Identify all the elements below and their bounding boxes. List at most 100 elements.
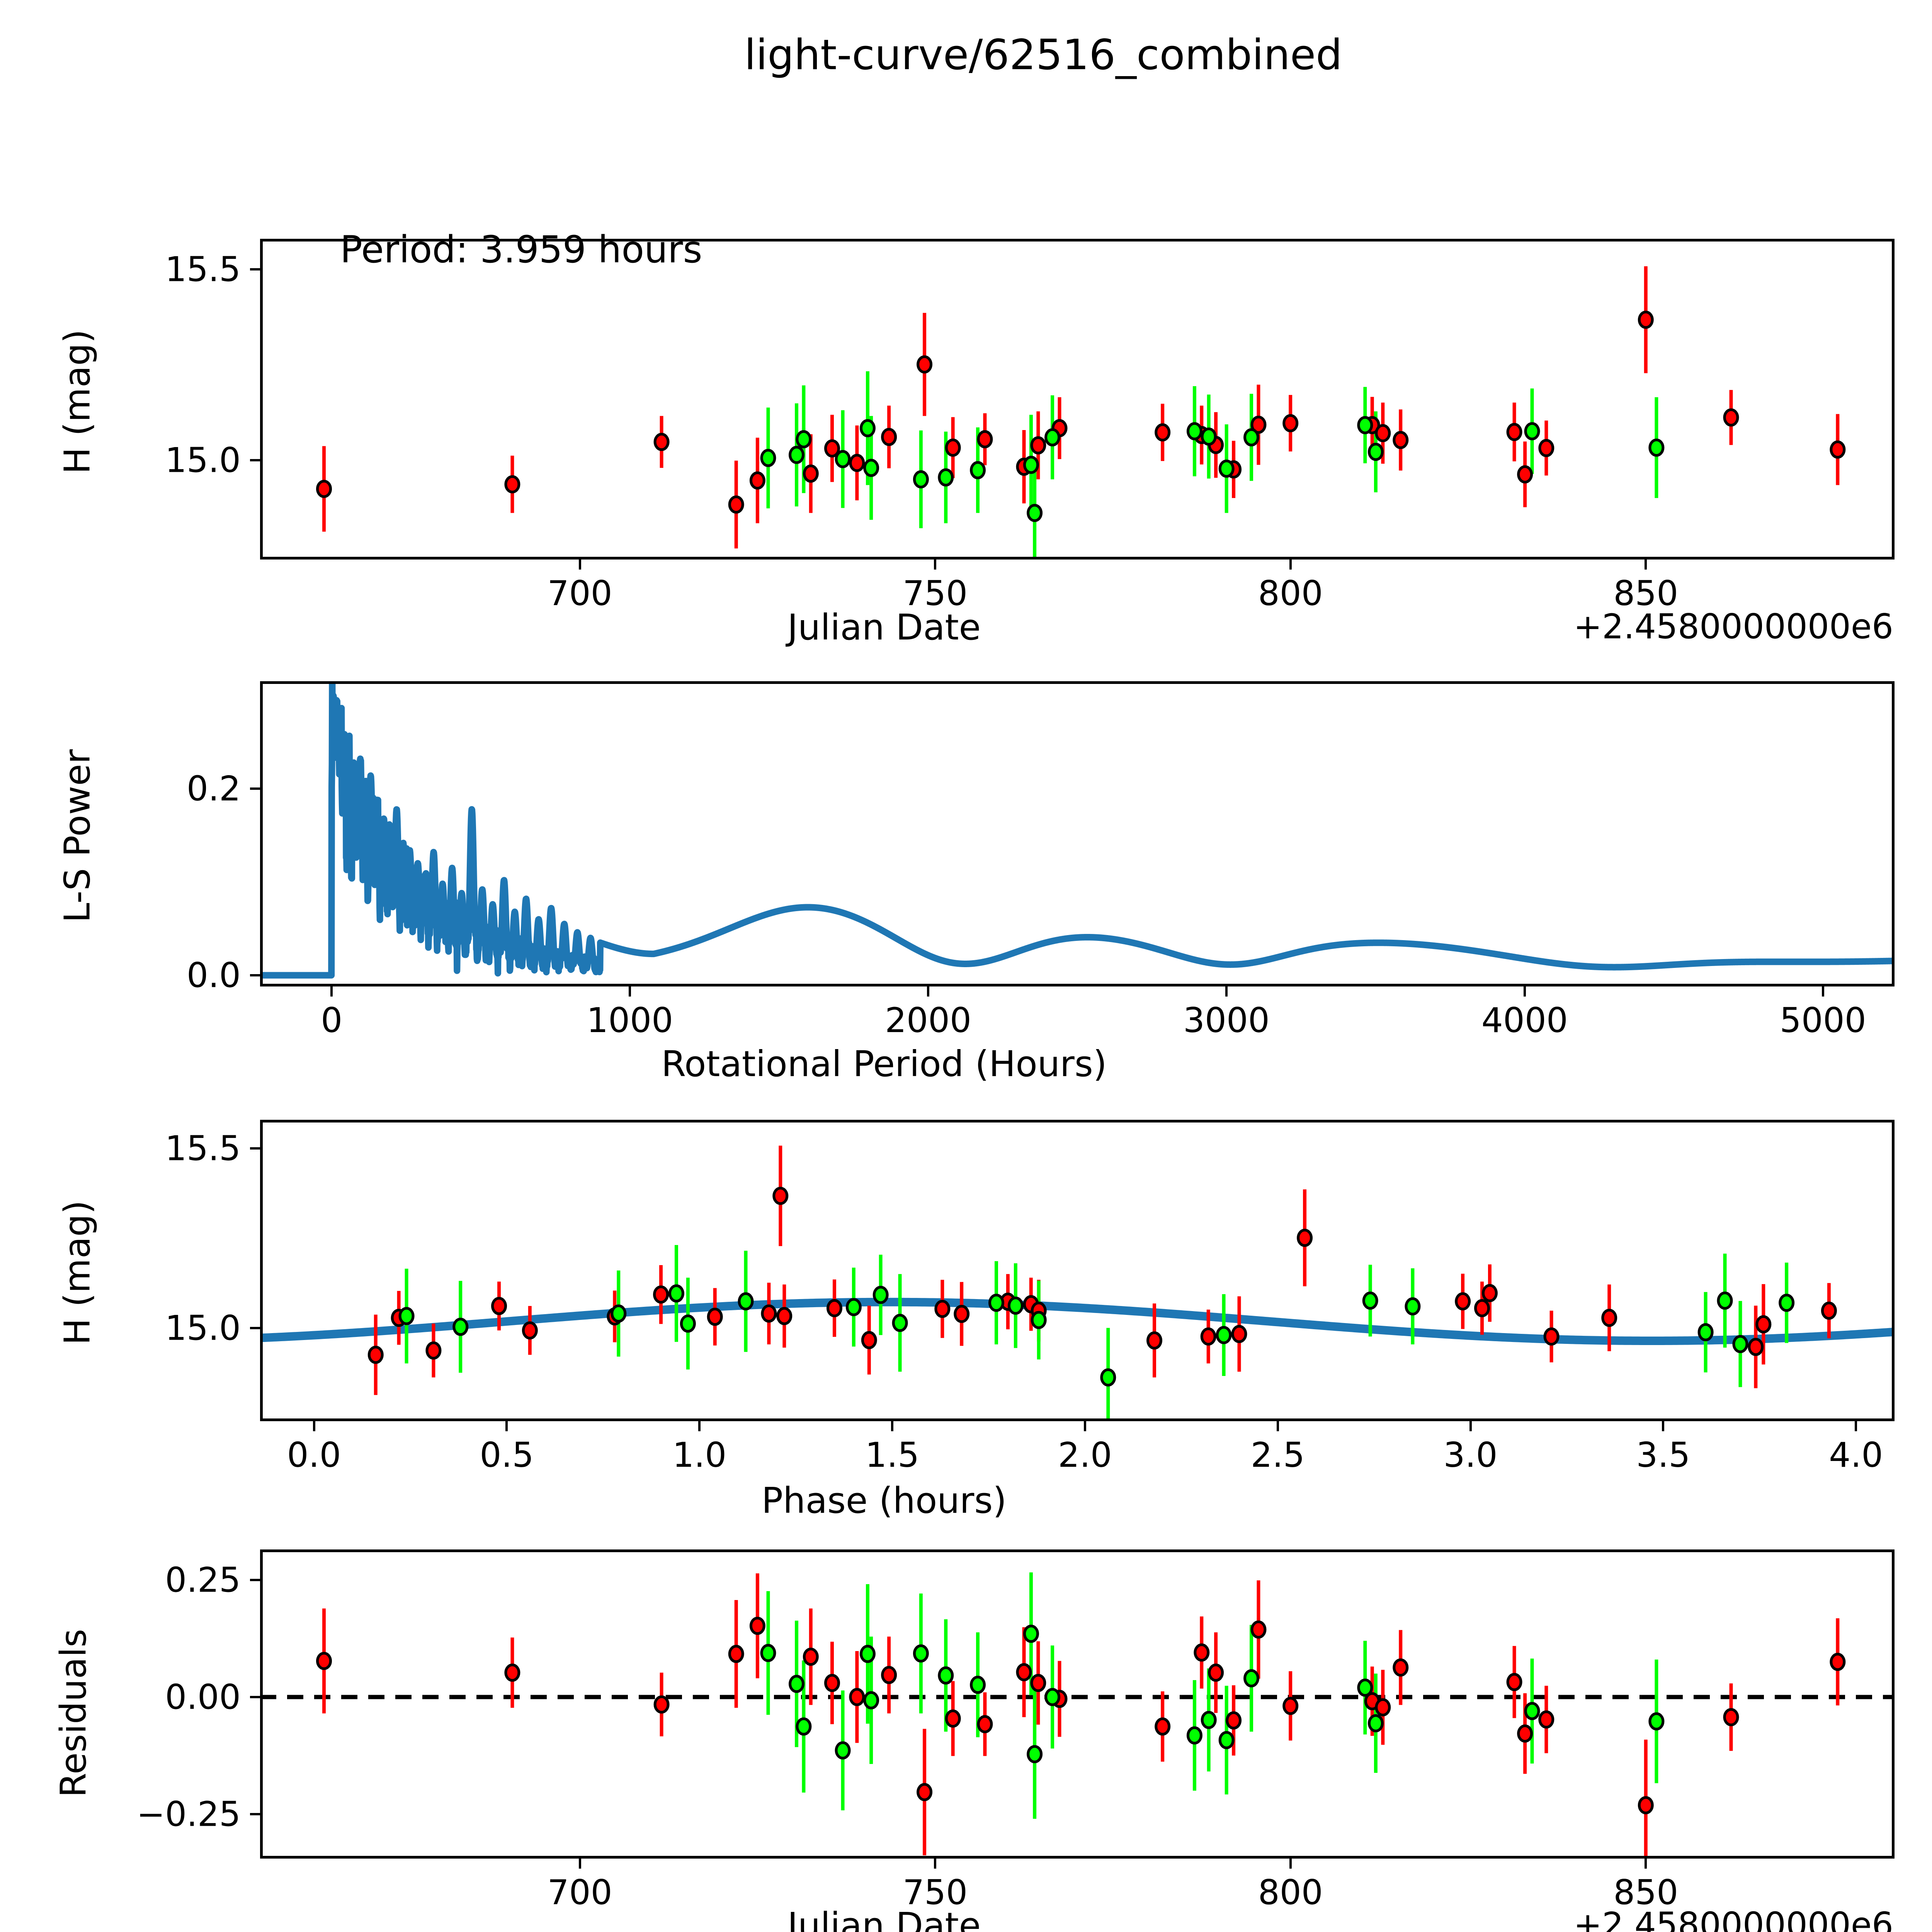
data-point-marker bbox=[881, 428, 897, 446]
y-tick-label: −0.25 bbox=[136, 1794, 241, 1834]
figure-title: light-curve/62516_combined bbox=[744, 31, 1342, 79]
data-point-marker bbox=[1023, 1624, 1039, 1643]
data-point-marker bbox=[1218, 1731, 1235, 1749]
x-tick-label: 850 bbox=[1613, 1872, 1679, 1912]
x-tick-mark bbox=[1276, 1421, 1279, 1431]
data-point-marker bbox=[1648, 1712, 1665, 1731]
data-point-marker bbox=[1044, 1688, 1061, 1706]
data-point-marker bbox=[1357, 416, 1373, 434]
data-point-marker bbox=[1243, 428, 1260, 447]
panel3-offset-label: +2.4580000000e6 bbox=[1573, 1905, 1893, 1932]
periodogram-curve bbox=[260, 681, 1895, 979]
data-point-marker bbox=[1723, 1708, 1739, 1726]
x-tick-label: 0 bbox=[321, 1000, 343, 1040]
y-tick-mark bbox=[250, 1696, 260, 1698]
panel0-ylabel: H (mag) bbox=[56, 329, 98, 474]
y-tick-mark bbox=[250, 1147, 260, 1150]
data-point-marker bbox=[1732, 1335, 1748, 1353]
data-point-marker bbox=[1186, 1726, 1202, 1745]
x-tick-label: 850 bbox=[1613, 573, 1679, 613]
panel2-xlabel: Phase (hours) bbox=[761, 1480, 1007, 1521]
data-point-marker bbox=[1455, 1292, 1471, 1311]
data-point-marker bbox=[680, 1314, 696, 1333]
period-annotation: Period: 3.959 hours bbox=[340, 228, 702, 271]
y-tick-mark bbox=[250, 1327, 260, 1329]
data-point-marker bbox=[913, 1644, 929, 1663]
data-point-marker bbox=[1201, 427, 1217, 446]
data-point-marker bbox=[772, 1187, 789, 1205]
data-point-marker bbox=[970, 1675, 986, 1694]
data-point-marker bbox=[1216, 1326, 1232, 1344]
data-point-marker bbox=[1023, 456, 1039, 474]
data-point-marker bbox=[1027, 503, 1043, 522]
x-tick-label: 700 bbox=[547, 1872, 612, 1912]
x-tick-mark bbox=[1855, 1421, 1857, 1431]
data-point-marker bbox=[1367, 442, 1384, 461]
x-tick-mark bbox=[927, 986, 930, 997]
data-point-marker bbox=[761, 1304, 777, 1323]
data-point-marker bbox=[977, 430, 993, 449]
data-point-marker bbox=[1648, 438, 1665, 457]
data-point-marker bbox=[1506, 1673, 1522, 1691]
x-tick-label: 0.5 bbox=[480, 1435, 534, 1475]
data-point-marker bbox=[522, 1321, 538, 1340]
x-tick-mark bbox=[1289, 1859, 1292, 1869]
x-tick-mark bbox=[629, 986, 631, 997]
data-point-marker bbox=[668, 1284, 684, 1303]
data-point-marker bbox=[425, 1341, 442, 1360]
data-point-marker bbox=[653, 433, 670, 451]
x-tick-label: 2.5 bbox=[1250, 1435, 1305, 1475]
data-point-marker bbox=[1250, 1620, 1267, 1639]
data-point-marker bbox=[1779, 1294, 1795, 1312]
data-point-marker bbox=[835, 1741, 851, 1760]
data-point-marker bbox=[824, 439, 840, 457]
y-tick-label: 0.0 bbox=[187, 955, 241, 995]
x-tick-label: 3000 bbox=[1183, 1000, 1270, 1040]
y-tick-mark bbox=[250, 268, 260, 271]
data-point-marker bbox=[749, 1617, 765, 1635]
data-point-marker bbox=[1601, 1309, 1617, 1327]
data-point-marker bbox=[1538, 1710, 1554, 1729]
data-point-marker bbox=[1200, 1327, 1216, 1346]
data-point-marker bbox=[707, 1308, 723, 1326]
data-point-marker bbox=[749, 471, 765, 490]
data-point-marker bbox=[796, 1717, 812, 1736]
data-point-marker bbox=[1194, 1643, 1210, 1662]
x-tick-mark bbox=[891, 1421, 894, 1431]
data-point-marker bbox=[835, 450, 851, 468]
data-point-marker bbox=[398, 1307, 415, 1325]
x-tick-label: 750 bbox=[903, 1872, 968, 1912]
data-point-marker bbox=[872, 1286, 889, 1304]
x-tick-mark bbox=[1662, 1421, 1665, 1431]
data-point-marker bbox=[760, 1644, 776, 1662]
data-point-marker bbox=[1030, 436, 1046, 455]
y-tick-label: 15.5 bbox=[165, 249, 241, 289]
data-point-marker bbox=[316, 1651, 332, 1670]
data-point-marker bbox=[863, 459, 879, 477]
data-point-marker bbox=[917, 1783, 933, 1801]
data-point-marker bbox=[1297, 1229, 1313, 1247]
data-point-marker bbox=[1524, 422, 1540, 440]
x-tick-mark bbox=[313, 1421, 315, 1431]
panel1-xlabel: Rotational Period (Hours) bbox=[661, 1043, 1107, 1085]
x-tick-label: 2000 bbox=[885, 1000, 972, 1040]
x-tick-mark bbox=[1645, 1859, 1647, 1869]
data-point-marker bbox=[1474, 1299, 1490, 1317]
residuals-plot bbox=[260, 1572, 1895, 1859]
data-point-marker bbox=[653, 1285, 669, 1304]
data-point-marker bbox=[1231, 1325, 1247, 1343]
data-point-marker bbox=[796, 430, 812, 449]
data-point-marker bbox=[789, 446, 805, 464]
y-tick-label: 0.00 bbox=[165, 1677, 241, 1717]
x-tick-label: 1000 bbox=[587, 1000, 673, 1040]
x-tick-mark bbox=[1469, 1421, 1472, 1431]
panel-frame bbox=[260, 1120, 1895, 1421]
data-point-marker bbox=[1375, 1698, 1391, 1716]
data-point-marker bbox=[824, 1673, 840, 1692]
data-point-marker bbox=[611, 1304, 627, 1323]
x-tick-mark bbox=[505, 1421, 508, 1431]
x-tick-mark bbox=[1083, 1421, 1086, 1431]
data-point-marker bbox=[1405, 1297, 1421, 1316]
data-point-marker bbox=[1208, 1663, 1224, 1682]
